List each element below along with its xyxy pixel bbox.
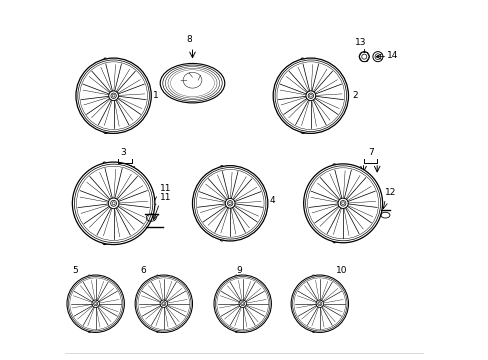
Circle shape (273, 58, 347, 133)
Text: 10: 10 (335, 266, 347, 275)
Text: 11: 11 (159, 193, 171, 202)
Text: 3: 3 (121, 148, 126, 157)
Text: 1: 1 (153, 90, 159, 99)
Circle shape (135, 275, 192, 332)
Text: 12: 12 (385, 188, 396, 197)
Text: 4: 4 (269, 196, 275, 205)
Circle shape (214, 275, 270, 332)
Text: 7: 7 (367, 148, 373, 157)
Circle shape (67, 275, 124, 332)
Circle shape (73, 162, 154, 244)
Text: 14: 14 (386, 51, 398, 60)
Text: 11: 11 (159, 184, 171, 193)
Text: 6: 6 (140, 266, 146, 275)
Circle shape (291, 275, 347, 332)
Text: 13: 13 (354, 38, 366, 47)
Text: 9: 9 (236, 266, 242, 275)
Circle shape (304, 164, 382, 242)
Text: 8: 8 (186, 35, 192, 44)
Circle shape (192, 166, 267, 240)
Text: 5: 5 (72, 266, 78, 275)
Text: 2: 2 (351, 90, 357, 99)
Circle shape (76, 58, 151, 133)
